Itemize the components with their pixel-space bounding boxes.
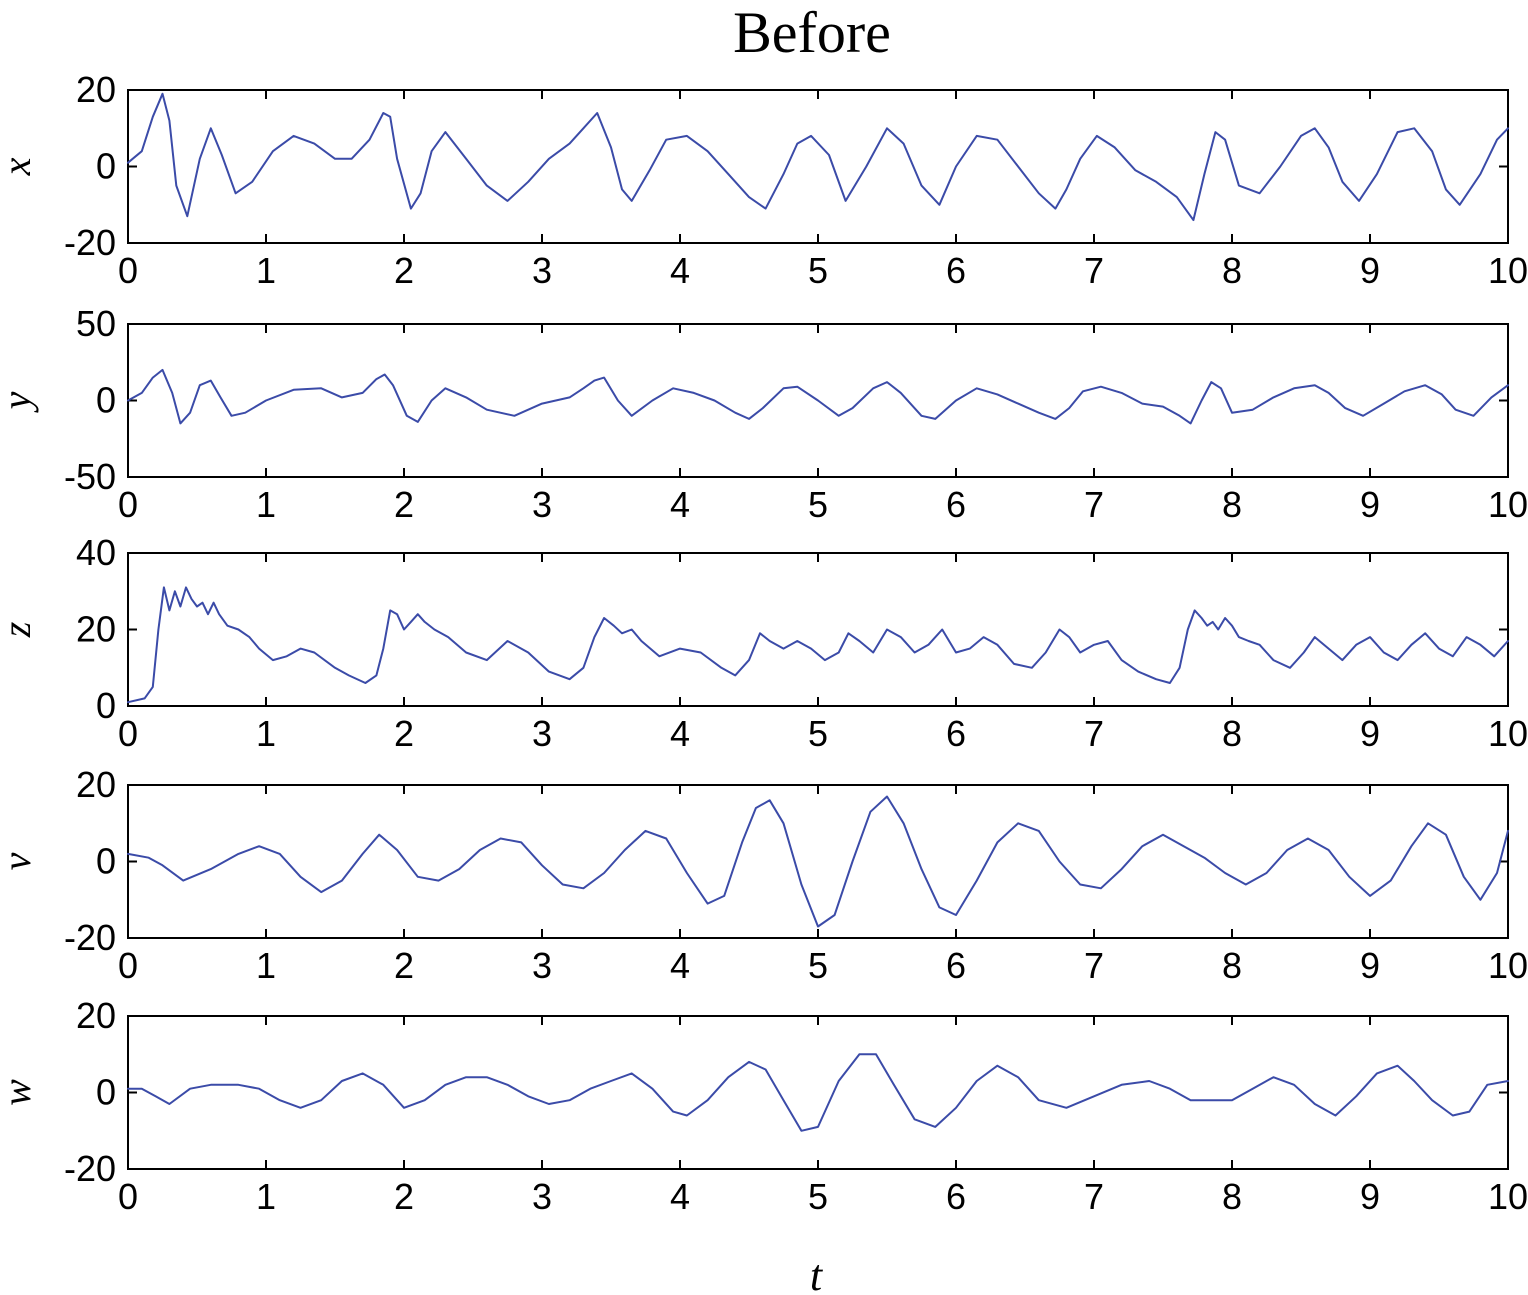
- y-tick-label: 0: [96, 146, 116, 187]
- x-tick-label: 8: [1222, 250, 1242, 291]
- x-tick-label: 0: [118, 250, 138, 291]
- x-tick-label: 4: [670, 1176, 690, 1217]
- x-tick-label: 6: [946, 713, 966, 754]
- x-tick-label: 6: [946, 250, 966, 291]
- x-tick-label: 7: [1084, 250, 1104, 291]
- y-tick-label: 40: [76, 532, 116, 573]
- y-tick-label: 50: [76, 303, 116, 344]
- figure-title: Before: [733, 0, 891, 65]
- y-axis-label: x: [0, 157, 39, 176]
- x-tick-label: 3: [532, 713, 552, 754]
- x-tick-label: 0: [118, 484, 138, 525]
- x-tick-label: 4: [670, 250, 690, 291]
- subplot-z: 0 1 2 3 4 5 6 7 8 9 10 0 20 40 z: [0, 532, 1528, 754]
- y-tick-label: 20: [76, 995, 116, 1036]
- x-tick-label: 4: [670, 713, 690, 754]
- x-tick-label: 2: [394, 945, 414, 986]
- x-tick-label: 3: [532, 484, 552, 525]
- series-line-x: [127, 92, 1509, 222]
- x-tick-label: 5: [808, 1176, 828, 1217]
- x-tick-label: 10: [1488, 1176, 1528, 1217]
- x-tick-label: 2: [394, 1176, 414, 1217]
- x-tick-label: 10: [1488, 250, 1528, 291]
- x-tick-label: 8: [1222, 484, 1242, 525]
- x-tick-label: 2: [394, 250, 414, 291]
- series-line-z: [127, 586, 1509, 704]
- y-axis-label: y: [0, 391, 39, 413]
- x-tick-label: 6: [946, 945, 966, 986]
- series-line-w: [127, 1053, 1509, 1132]
- x-tick-label: 6: [946, 1176, 966, 1217]
- x-tick-label: 7: [1084, 1176, 1104, 1217]
- y-tick-label: -50: [64, 456, 116, 497]
- x-tick-label: 3: [532, 1176, 552, 1217]
- x-tick-label: 1: [256, 713, 276, 754]
- x-tick-label: 8: [1222, 945, 1242, 986]
- y-tick-label: -20: [64, 222, 116, 263]
- x-tick-label: 1: [256, 945, 276, 986]
- x-tick-label: 10: [1488, 945, 1528, 986]
- series-line-y: [127, 368, 1509, 425]
- y-tick-label: 0: [96, 1072, 116, 1113]
- x-tick-label: 1: [256, 1176, 276, 1217]
- x-tick-label: 6: [946, 484, 966, 525]
- x-tick-label: 8: [1222, 713, 1242, 754]
- x-tick-label: 0: [118, 713, 138, 754]
- x-tick-label: 10: [1488, 713, 1528, 754]
- y-tick-label: 0: [96, 685, 116, 726]
- y-tick-label: 0: [96, 380, 116, 421]
- x-tick-label: 5: [808, 484, 828, 525]
- x-tick-label: 5: [808, 945, 828, 986]
- y-tick-label: -20: [64, 1148, 116, 1189]
- y-axis-label: v: [0, 852, 39, 870]
- x-tick-label: 3: [532, 945, 552, 986]
- y-tick-label: 0: [96, 841, 116, 882]
- x-tick-label: 5: [808, 250, 828, 291]
- y-axis-label: z: [0, 621, 39, 638]
- x-tick-label: 4: [670, 484, 690, 525]
- x-tick-label: 0: [118, 945, 138, 986]
- x-tick-label: 9: [1360, 713, 1380, 754]
- x-tick-label: 2: [394, 484, 414, 525]
- x-tick-label: 8: [1222, 1176, 1242, 1217]
- y-tick-label: 20: [76, 609, 116, 650]
- x-tick-label: 4: [670, 945, 690, 986]
- axes-frame: [127, 552, 1509, 707]
- axes-frame: [127, 784, 1509, 939]
- x-tick-label: 10: [1488, 484, 1528, 525]
- x-tick-label: 0: [118, 1176, 138, 1217]
- x-tick-label: 2: [394, 713, 414, 754]
- x-tick-label: 9: [1360, 250, 1380, 291]
- x-tick-label: 7: [1084, 945, 1104, 986]
- x-axis-label: t: [810, 1251, 824, 1295]
- x-tick-label: 7: [1084, 713, 1104, 754]
- axes-frame: [127, 89, 1509, 244]
- y-tick-label: 20: [76, 764, 116, 805]
- subplot-stack: 012345678910-20020x012345678910-50050y01…: [0, 69, 1528, 1217]
- x-tick-label: 9: [1360, 945, 1380, 986]
- x-tick-label: 1: [256, 250, 276, 291]
- series-line-v: [127, 795, 1509, 928]
- y-tick-label: -20: [64, 917, 116, 958]
- x-tick-label: 9: [1360, 484, 1380, 525]
- x-tick-label: 9: [1360, 1176, 1380, 1217]
- x-tick-label: 5: [808, 713, 828, 754]
- x-tick-label: 3: [532, 250, 552, 291]
- y-tick-label: 20: [76, 69, 116, 110]
- y-axis-label: w: [0, 1079, 39, 1106]
- x-tick-label: 7: [1084, 484, 1104, 525]
- x-tick-label: 1: [256, 484, 276, 525]
